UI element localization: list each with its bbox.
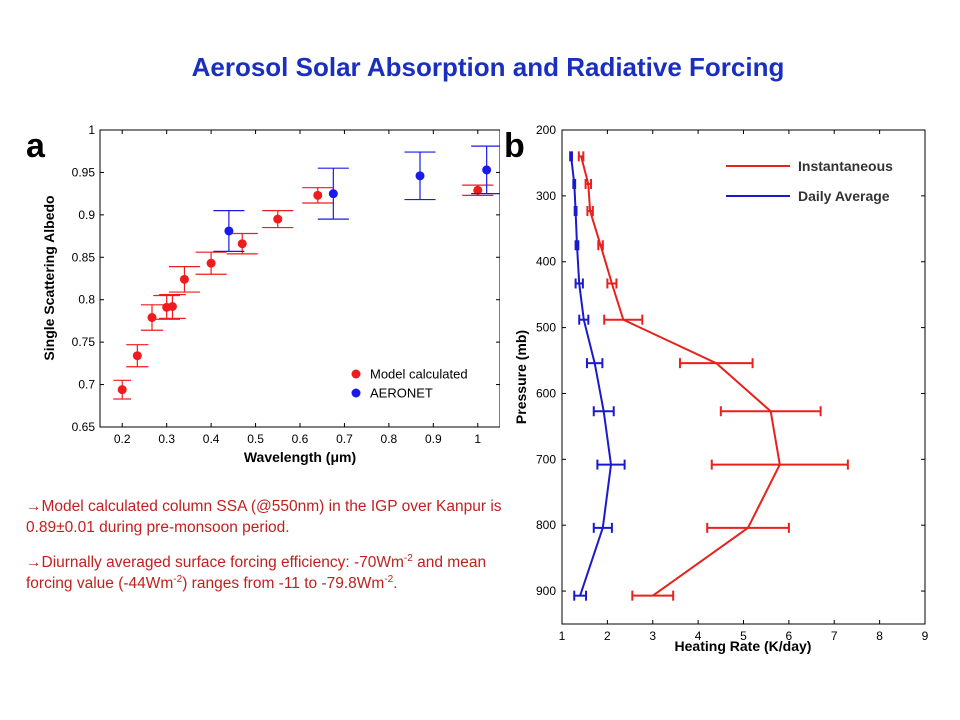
ssa-plot-frame xyxy=(99,129,500,428)
ssa-point xyxy=(224,226,234,236)
ssa-x-tick-label: 0.7 xyxy=(336,432,353,446)
heating-y-tick-label: 300 xyxy=(536,189,556,203)
ssa-point xyxy=(473,185,483,195)
heating-y-tick-label: 200 xyxy=(536,123,556,137)
ssa-point xyxy=(179,274,189,284)
ssa-x-tick-label: 0.6 xyxy=(292,432,309,446)
panel-letter-b: b xyxy=(504,127,525,165)
heating-legend-label: Instantaneous xyxy=(798,158,893,174)
ssa-y-axis-title: Single Scattering Albedo xyxy=(41,195,57,360)
ssa-y-tick-label: 0.65 xyxy=(72,420,96,434)
heating-x-tick-label: 3 xyxy=(649,629,656,643)
heating-y-tick-label: 600 xyxy=(536,386,556,400)
heating-series-line xyxy=(570,156,613,597)
ssa-y-tick-label: 0.85 xyxy=(72,250,96,264)
note-forcing-sup-3: -2 xyxy=(384,573,394,585)
ssa-y-tick-label: 0.8 xyxy=(78,293,95,307)
heating-y-tick-label: 500 xyxy=(536,321,556,335)
note-forcing: →Diurnally averaged surface forcing effi… xyxy=(26,552,508,594)
heating-x-tick-label: 5 xyxy=(740,629,747,643)
note-ssa: →Model calculated column SSA (@550nm) in… xyxy=(26,496,508,538)
heating-x-tick-label: 1 xyxy=(559,629,566,643)
heating-y-tick-label: 900 xyxy=(536,584,556,598)
note-forcing-text-4: . xyxy=(393,575,398,592)
ssa-x-tick-label: 0.3 xyxy=(158,432,175,446)
ssa-x-tick-label: 0.9 xyxy=(425,432,442,446)
ssa-point xyxy=(132,351,142,361)
ssa-y-tick-label: 0.95 xyxy=(72,165,96,179)
heating-y-tick-label: 800 xyxy=(536,518,556,532)
ssa-legend-marker xyxy=(351,388,361,398)
ssa-point xyxy=(117,385,127,395)
note-forcing-text-1: Diurnally averaged surface forcing effic… xyxy=(41,554,404,571)
ssa-y-tick-label: 0.75 xyxy=(72,335,96,349)
ssa-x-tick-label: 1 xyxy=(474,432,481,446)
heating-rate-chart: b 1 2 3 4 5 6 7 8 9 200 300 400 500 600 700 800 900 Heat… xyxy=(504,123,929,654)
ssa-point xyxy=(167,302,177,312)
ssa-x-tick-label: 0.2 xyxy=(114,432,131,446)
ssa-point xyxy=(206,258,216,268)
note-forcing-text-3: ) ranges from -11 to -79.8Wm xyxy=(182,575,385,592)
ssa-legend-label: AERONET xyxy=(370,386,433,401)
ssa-legend-label: Model calculated xyxy=(370,367,468,382)
heating-x-tick-label: 2 xyxy=(604,629,611,643)
ssa-x-tick-label: 0.8 xyxy=(381,432,398,446)
note-ssa-text: Model calculated column SSA (@550nm) in … xyxy=(26,498,502,536)
heating-y-tick-label: 400 xyxy=(536,255,556,269)
heating-y-tick-label: 700 xyxy=(536,452,556,466)
heating-plot-frame xyxy=(561,129,926,625)
ssa-point xyxy=(482,165,492,175)
ssa-y-tick-label: 0.9 xyxy=(78,208,95,222)
ssa-point xyxy=(415,171,425,181)
heating-x-tick-label: 9 xyxy=(922,629,929,643)
heating-y-axis-title: Pressure (mb) xyxy=(513,330,529,424)
ssa-legend-marker xyxy=(351,369,361,379)
panel-letter-a: a xyxy=(26,127,46,165)
arrow-icon: → xyxy=(26,498,42,515)
ssa-point xyxy=(237,239,247,249)
ssa-x-tick-label: 0.4 xyxy=(203,432,220,446)
heating-x-tick-label: 6 xyxy=(786,629,793,643)
notes-block: →Model calculated column SSA (@550nm) in… xyxy=(26,496,508,608)
ssa-point xyxy=(273,214,283,224)
ssa-chart: a 0.2 0.3 0.4 0.5 0.6 0.7 0.8 0.9 1 0.65 0.7 0.75 0.… xyxy=(26,123,500,465)
ssa-x-tick-label: 0.5 xyxy=(247,432,264,446)
ssa-y-tick-label: 0.7 xyxy=(78,378,95,392)
note-forcing-sup-2: -2 xyxy=(173,573,183,585)
heating-x-tick-label: 8 xyxy=(876,629,883,643)
note-forcing-sup-1: -2 xyxy=(403,552,413,564)
heating-x-axis-title: Heating Rate (K/day) xyxy=(675,638,812,654)
ssa-point xyxy=(328,189,338,199)
heating-legend-label: Daily Average xyxy=(798,188,890,204)
arrow-icon: → xyxy=(26,554,42,571)
heating-x-tick-label: 7 xyxy=(831,629,838,643)
ssa-point xyxy=(147,313,157,323)
ssa-point xyxy=(313,190,323,200)
heating-series-line xyxy=(580,156,781,597)
ssa-x-axis-title: Wavelength (μm) xyxy=(244,449,356,465)
ssa-y-tick-label: 1 xyxy=(88,123,95,137)
note-forcing-text-2: and mean forcing value (-44Wm xyxy=(26,554,487,592)
heating-x-tick-label: 4 xyxy=(695,629,702,643)
slide-title: Aerosol Solar Absorption and Radiative F… xyxy=(191,52,785,82)
